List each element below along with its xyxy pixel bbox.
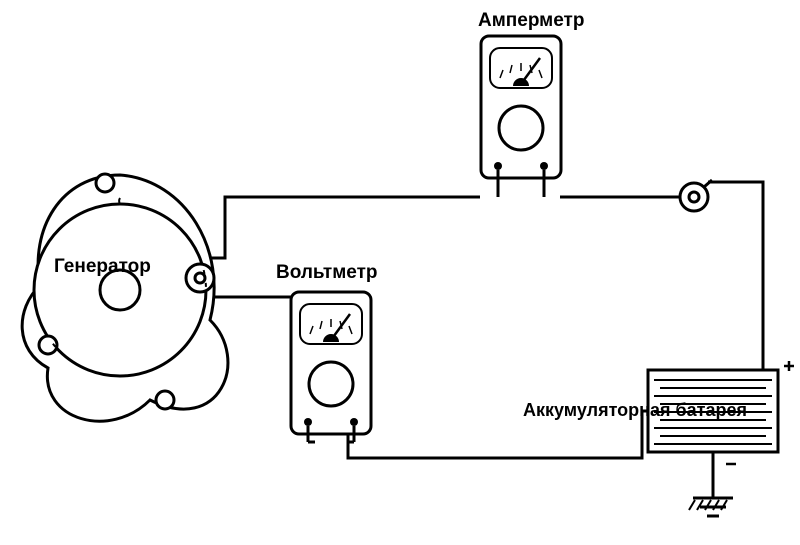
ring-terminal: [680, 180, 712, 211]
generator: [22, 174, 228, 421]
generator-label: Генератор: [54, 256, 151, 278]
voltmeter: [291, 292, 371, 442]
battery-label: Аккумуляторная батарея: [523, 400, 747, 421]
ammeter: [481, 36, 561, 197]
ground-symbol: [689, 498, 733, 516]
voltmeter-label: Вольтметр: [276, 262, 378, 284]
ammeter-label: Амперметр: [478, 10, 584, 32]
